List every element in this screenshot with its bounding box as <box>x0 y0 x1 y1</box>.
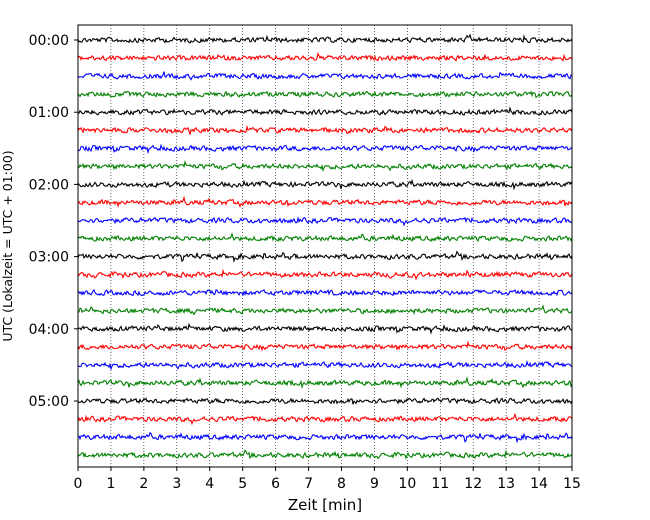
y-axis-ticks: 00:00 01:00 02:00 03:00 04:00 05:00 <box>29 33 78 410</box>
x-tick-label: 2 <box>139 476 148 492</box>
y-tick-label: 05:00 <box>29 394 69 410</box>
trace-0200 <box>77 178 573 191</box>
trace-0000 <box>77 33 573 44</box>
x-tick-label: 11 <box>431 476 449 492</box>
x-tick-label: 9 <box>370 476 379 492</box>
y-tick-label: 01:00 <box>29 105 69 121</box>
x-axis-label: Zeit [min] <box>288 496 362 514</box>
x-tick-label: 4 <box>205 476 214 492</box>
x-tick-label: 14 <box>530 476 548 492</box>
y-tick-label: 00:00 <box>29 33 69 49</box>
trace-0400 <box>77 322 573 335</box>
x-tick-label: 6 <box>271 476 280 492</box>
trace-0300 <box>77 250 573 263</box>
x-axis-ticks: 0 1 2 3 4 5 6 7 8 9 10 11 12 13 14 15 <box>74 467 581 492</box>
trace-0100 <box>77 106 573 116</box>
trace-0500 <box>77 397 573 405</box>
trace-0545 <box>77 449 573 460</box>
x-tick-label: 5 <box>238 476 247 492</box>
y-tick-label: 02:00 <box>29 177 69 193</box>
trace-0115 <box>77 124 573 135</box>
trace-0230 <box>77 216 573 227</box>
plot-frame <box>77 24 573 468</box>
y-tick-label: 03:00 <box>29 250 69 266</box>
trace-0215 <box>77 195 573 208</box>
trace-0345 <box>77 304 573 316</box>
x-tick-label: 1 <box>106 476 115 492</box>
trace-0045 <box>77 90 573 99</box>
x-tick-label: 3 <box>172 476 181 492</box>
trace-0330 <box>77 289 573 297</box>
x-tick-label: 0 <box>74 476 83 492</box>
y-tick-label: 04:00 <box>29 322 69 338</box>
trace-0130 <box>77 143 573 155</box>
trace-0015 <box>77 51 573 62</box>
x-tick-label: 7 <box>304 476 313 492</box>
trace-0245 <box>77 232 573 243</box>
x-tick-label: 8 <box>337 476 346 492</box>
x-tick-label: 15 <box>563 476 581 492</box>
trace-0430 <box>77 359 573 371</box>
trace-0415 <box>77 340 573 352</box>
seismic-traces <box>77 33 573 460</box>
x-tick-label: 12 <box>464 476 482 492</box>
trace-0515 <box>77 412 573 426</box>
trace-0530 <box>77 431 573 444</box>
x-tick-label: 13 <box>497 476 515 492</box>
y-axis-label: UTC (Lokalzeit = UTC + 01:00) <box>0 150 15 341</box>
trace-0145 <box>77 159 573 173</box>
trace-0030 <box>77 71 573 81</box>
trace-0315 <box>77 268 573 281</box>
x-tick-label: 10 <box>398 476 416 492</box>
trace-0445 <box>77 375 573 390</box>
